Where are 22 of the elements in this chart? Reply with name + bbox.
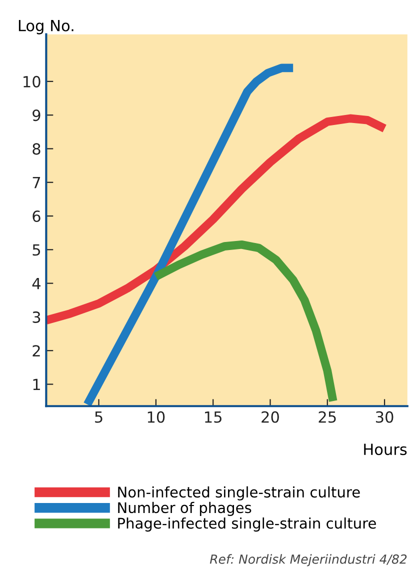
x-axis-title: Hours <box>364 444 407 456</box>
y-tick-label: 5 <box>32 244 40 256</box>
x-tick-label: 30 <box>376 411 394 423</box>
y-tick-label: 10 <box>24 76 40 88</box>
legend-label: Non-infected single-strain culture <box>118 486 360 500</box>
y-tick-label: 2 <box>32 345 40 356</box>
x-tick-label: 5 <box>95 411 102 423</box>
legend-label: Phage-infected single-strain culture <box>118 517 376 532</box>
y-tick-label: 3 <box>32 311 40 323</box>
text: Ref: Nordisk Mejeriindustri 4/82 <box>210 554 407 566</box>
y-tick-label: 6 <box>32 210 40 222</box>
y-tick-label: 9 <box>32 110 40 122</box>
y-axis-title: Log No. <box>18 20 74 34</box>
y-tick-label: 8 <box>32 143 40 155</box>
x-tick-label: 15 <box>205 411 222 423</box>
y-tick-label: 1 <box>33 378 40 390</box>
x-tick-label: 10 <box>148 411 165 423</box>
y-tick-label: 4 <box>32 278 40 290</box>
x-tick-label: 20 <box>262 411 279 423</box>
x-tick-label: 25 <box>318 411 336 423</box>
legend-label: Number of phages <box>118 502 252 516</box>
y-tick-label: 7 <box>32 177 40 188</box>
